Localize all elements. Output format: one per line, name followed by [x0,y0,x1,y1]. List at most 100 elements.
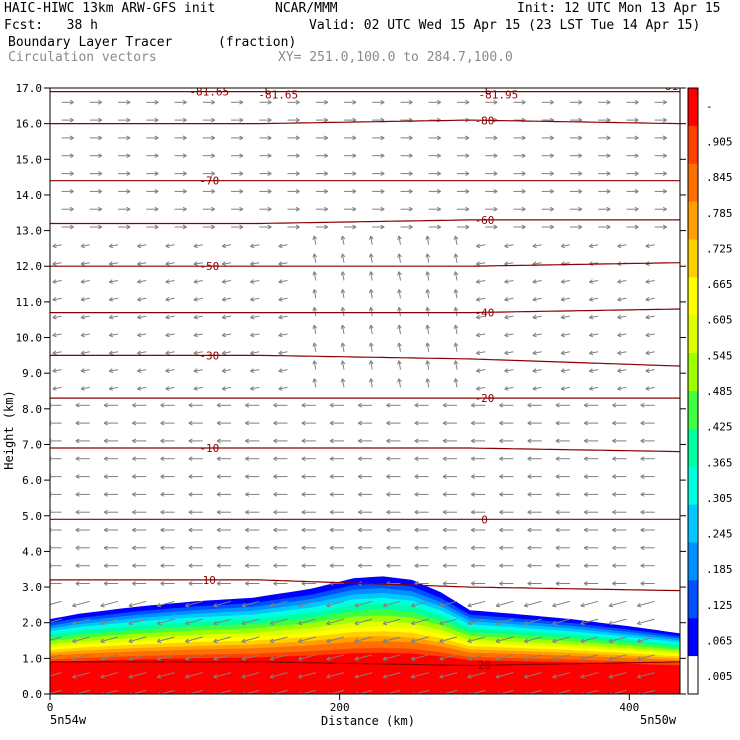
y-tick-label: 2.0 [22,617,42,630]
wind-vector [541,153,554,159]
wind-vector [269,672,288,679]
wind-vector [221,297,232,302]
wind-vector [132,420,147,426]
wind-vector [504,386,514,391]
wind-vector [569,135,583,141]
wind-vector [598,224,611,230]
isotherm--30 [50,354,680,367]
wind-vector [368,360,374,370]
wind-vector [626,99,639,105]
wind-vector [146,224,159,230]
wind-vector [499,420,514,426]
wind-vector [560,332,570,338]
wind-vector [61,99,74,105]
wind-vector [315,99,329,105]
wind-vector [588,368,599,373]
wind-vector [504,350,514,356]
wind-vector [640,492,655,497]
wind-vector [188,456,203,462]
wind-vector [636,600,655,608]
wind-vector [453,235,459,245]
wind-vector [425,360,431,370]
wind-vector [213,672,232,679]
wind-vector [156,600,175,608]
wind-vector [485,171,498,176]
wind-vector [414,492,429,497]
wind-vector [645,314,655,320]
wind-vector [357,420,373,426]
wind-vector [128,618,147,626]
y-tick-label: 9.0 [22,367,42,380]
wind-vector [103,402,119,408]
wind-vector [428,206,441,212]
wind-vector [382,654,401,661]
wind-vector [137,368,147,373]
wind-vector [278,332,288,338]
wind-vector [156,654,175,661]
wind-vector [626,206,639,212]
wind-vector [75,545,90,551]
wind-vector [273,420,288,426]
wind-vector [193,261,203,266]
wind-vector [193,297,203,302]
wind-vector [475,279,486,284]
wind-vector [532,297,542,302]
isotherm--80 [50,119,680,125]
wind-vector [273,509,288,515]
y-axis-title: Height (km) [2,390,16,469]
wind-vector [457,135,470,141]
wind-vector [108,261,119,266]
wind-vector [174,171,187,176]
wind-vector [608,654,627,661]
wind-vector [425,253,431,263]
wind-vector [188,420,203,426]
isotherm-label: 20 [478,659,491,672]
colorbar-swatch [688,618,698,657]
wind-vector [442,563,457,569]
colorbar-label: .185 [706,563,733,576]
wind-vector [457,153,470,159]
wind-vector [470,527,486,533]
wind-vector [231,189,244,194]
wind-vector [52,279,62,284]
wind-vector [400,171,413,176]
wind-vector [598,189,611,194]
isotherm-label: -10 [199,442,219,455]
wind-vector [560,314,570,320]
wind-vector [344,99,357,105]
wind-vector [626,224,639,230]
wind-vector [118,189,131,194]
wind-vector [75,438,90,444]
wind-vector [475,314,486,320]
wind-vector [259,117,272,123]
wind-vector [414,402,429,408]
wind-vector [617,243,627,249]
wind-vector [329,527,344,533]
isotherm-20 [50,661,680,667]
wind-vector [188,509,203,515]
wind-vector [89,224,103,230]
wind-vector [513,171,526,176]
wind-vector [231,135,244,141]
wind-vector [340,306,346,317]
wind-vector [504,368,514,373]
wind-vector [185,654,203,661]
colorbar-label: .125 [706,599,733,612]
wind-vector [329,545,344,551]
wind-vector [100,600,119,608]
wind-vector [397,342,402,352]
wind-vector [410,618,429,626]
y-tick-label: 11.0 [16,296,43,309]
wind-vector [386,527,401,533]
wind-vector [442,581,457,586]
wind-vector [504,279,514,284]
wind-vector [278,261,288,266]
wind-vector [61,153,74,159]
wind-vector [636,636,655,644]
y-tick-label: 4.0 [22,545,42,558]
wind-vector [555,563,570,569]
isotherm-label: 10 [203,574,216,587]
wind-vector [428,171,441,176]
wind-vector [425,289,431,299]
wind-vector [475,261,486,266]
